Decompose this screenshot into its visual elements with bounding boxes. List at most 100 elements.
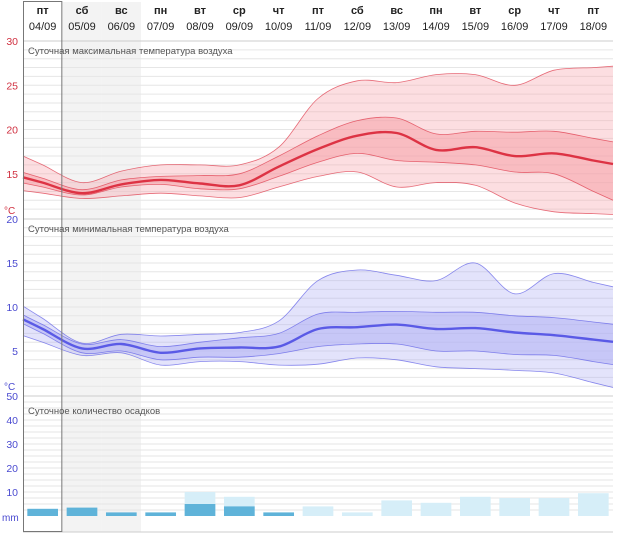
max-temp-outer-band-lower-edge	[22, 171, 614, 215]
max-temp-point	[317, 148, 319, 150]
y-tick-label: 30	[6, 439, 18, 451]
precip-bar-range	[499, 498, 531, 516]
weekend-column	[62, 2, 102, 532]
day-of-week-label: чт	[548, 5, 560, 17]
date-label: 09/09	[226, 21, 254, 33]
max-temp-point	[592, 159, 594, 161]
day-of-week-label: сб	[76, 5, 89, 17]
precip-bar-range	[420, 502, 452, 516]
precip-bar	[223, 506, 255, 516]
min-temp-outer-band-upper-edge	[22, 262, 614, 344]
max-temp-point	[435, 149, 437, 151]
min-temp-outer-band-lower-edge	[22, 335, 614, 388]
precip-panel-title: Суточное количество осадков	[28, 406, 160, 417]
y-tick-label: 25	[6, 80, 18, 92]
date-label: 12/09	[344, 21, 372, 33]
precip-bar-range	[538, 498, 570, 516]
min-temp-inner-band-lower-edge	[22, 323, 614, 365]
precip-bar-range	[302, 506, 334, 516]
day-of-week-label: ср	[233, 5, 246, 17]
y-tick-label: 20	[6, 214, 18, 226]
max-temp-point	[356, 134, 358, 136]
y-tick-label: 5	[12, 346, 18, 358]
day-of-week-label: ср	[508, 5, 521, 17]
min-temp-point	[592, 338, 594, 340]
y-tick-label: 30	[6, 36, 18, 48]
y-tick-label: 10	[6, 487, 18, 499]
date-label: 06/09	[108, 21, 136, 33]
y-tick-label: 15	[6, 258, 18, 270]
precip-bar	[145, 512, 177, 516]
y-tick-label: 15	[6, 169, 18, 181]
y-tick-label: 20	[6, 463, 18, 475]
date-label: 08/09	[186, 21, 214, 33]
precip-bar-range	[341, 512, 373, 516]
precip-bar	[105, 512, 137, 516]
date-label: 16/09	[501, 21, 529, 33]
max-temp-point	[81, 192, 83, 194]
min-temp-point	[553, 334, 555, 336]
min-temp-point	[41, 328, 43, 330]
precip-unit-label: mm	[2, 513, 19, 524]
max-temp-median-line	[22, 130, 614, 195]
date-label: 13/09	[383, 21, 411, 33]
day-of-week-label: вс	[115, 5, 128, 17]
max-temp-point	[199, 182, 201, 184]
max-temp-unit-label: °C	[4, 206, 15, 217]
date-label: 11/09	[305, 21, 332, 33]
date-label: 15/09	[462, 21, 490, 33]
max-temp-panel-title: Суточная максимальная температура воздух…	[28, 46, 233, 57]
precip-bar	[263, 512, 295, 516]
y-tick-label: 10	[6, 302, 18, 314]
day-of-week-label: пт	[37, 5, 50, 17]
y-tick-label: 50	[6, 391, 18, 403]
min-temp-point	[356, 326, 358, 328]
min-temp-inner-band-upper-edge	[22, 310, 614, 348]
precip-bar	[27, 508, 59, 516]
min-temp-point	[317, 328, 319, 330]
date-label: 10/09	[265, 21, 293, 33]
max-temp-inner-band-lower-edge	[22, 152, 614, 201]
min-temp-point	[395, 323, 397, 325]
max-temp-point	[238, 184, 240, 186]
precip-bar-range	[381, 500, 413, 516]
max-temp-point	[553, 152, 555, 154]
min-temp-median-line	[22, 318, 614, 355]
min-temp-point	[277, 345, 279, 347]
selected-day-frame[interactable]	[23, 1, 63, 532]
date-label: 05/09	[68, 21, 96, 33]
max-temp-inner-band-upper-edge	[22, 116, 614, 191]
day-of-week-label: вт	[469, 5, 482, 17]
precip-bar	[66, 507, 98, 516]
min-temp-point	[81, 347, 83, 349]
precip-bar-range	[459, 496, 491, 516]
day-of-week-label: чт	[273, 5, 285, 17]
min-temp-point	[435, 328, 437, 330]
min-temp-point	[120, 343, 122, 345]
max-temp-point	[159, 179, 161, 181]
precip-bar-range	[577, 493, 609, 516]
min-temp-point	[159, 352, 161, 354]
day-of-week-label: сб	[351, 5, 364, 17]
precip-bar	[184, 504, 216, 516]
day-of-week-label: пт	[312, 5, 325, 17]
date-label: 14/09	[422, 21, 450, 33]
weekend-column	[101, 2, 141, 532]
day-of-week-label: вт	[194, 5, 207, 17]
date-label: 07/09	[147, 21, 175, 33]
y-tick-label: 40	[6, 415, 18, 427]
day-of-week-label: пн	[429, 5, 442, 17]
y-tick-label: 20	[6, 125, 18, 137]
date-label: 04/09	[29, 21, 57, 33]
day-of-week-label: пт	[587, 5, 600, 17]
date-label: 17/09	[540, 21, 568, 33]
date-label: 18/09	[580, 21, 608, 33]
max-temp-point	[41, 181, 43, 183]
min-temp-unit-label: °C	[4, 382, 15, 393]
min-temp-panel-title: Суточная минимальная температура воздуха	[28, 224, 230, 235]
max-temp-point	[395, 132, 397, 134]
min-temp-point	[474, 327, 476, 329]
min-temp-point	[238, 346, 240, 348]
max-temp-point	[277, 165, 279, 167]
max-temp-outer-band-upper-edge	[22, 65, 614, 184]
